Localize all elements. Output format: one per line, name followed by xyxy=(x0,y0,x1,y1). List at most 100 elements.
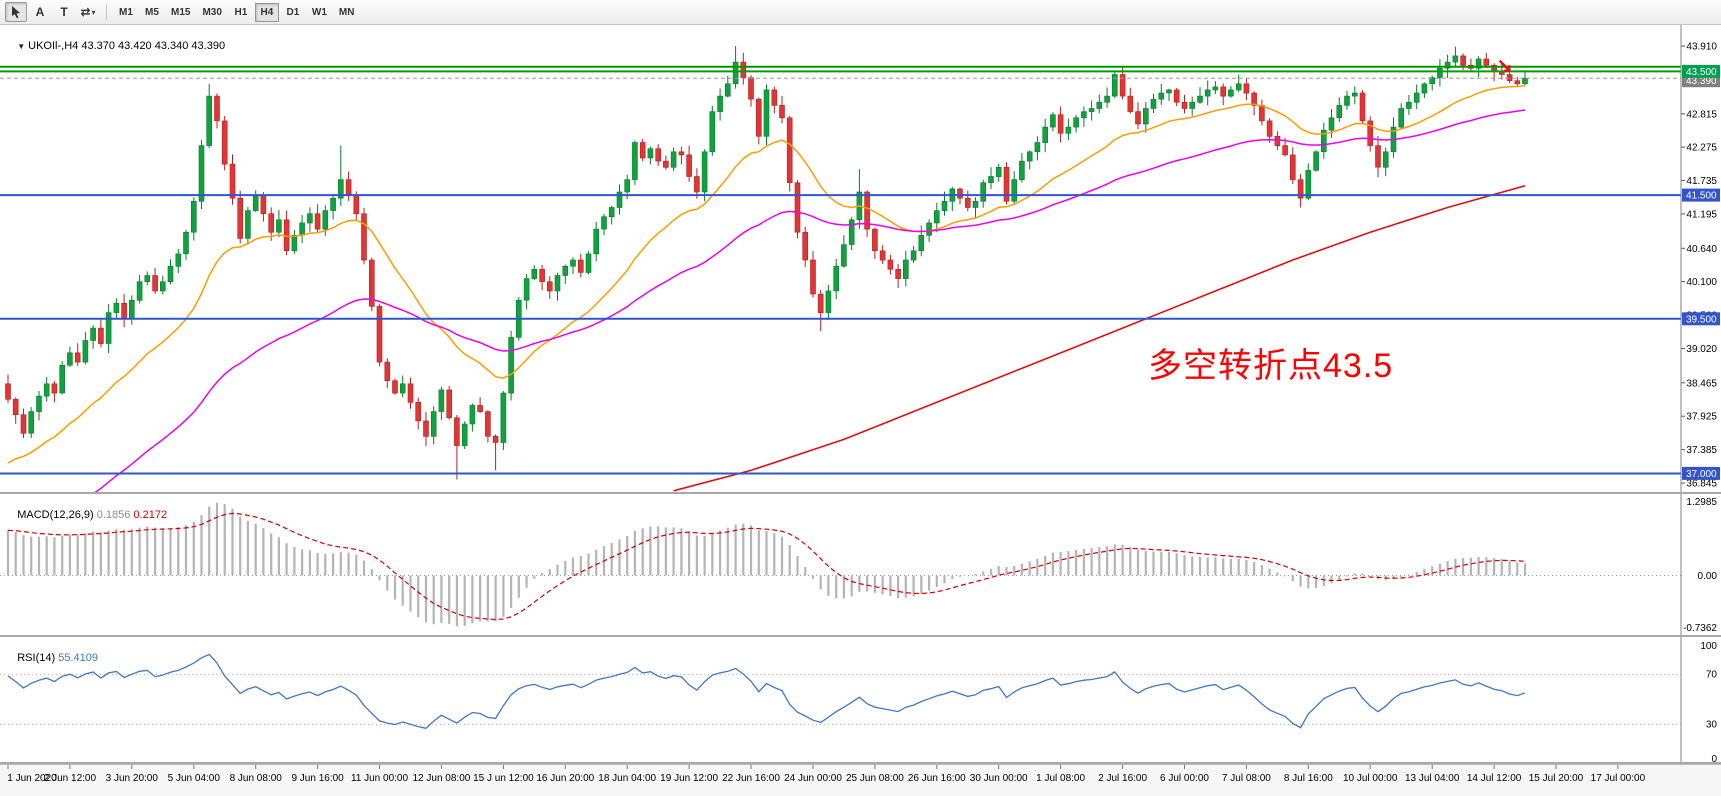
time-tick-label: 8 Jul 16:00 xyxy=(1284,773,1333,784)
macd-panel[interactable]: MACD(12,26,9) 0.1856 0.2172 1.2985 0.00 -0… xyxy=(0,494,1721,635)
macd-label: MACD(12,26,9) 0.1856 0.2172 xyxy=(5,497,167,533)
text-tool-button[interactable]: A xyxy=(29,2,51,22)
rsi-plot[interactable]: 100 70 30 0 xyxy=(0,637,1721,762)
ma-slow-line xyxy=(673,185,1526,492)
time-tick-label: 6 Jul 00:00 xyxy=(1160,773,1209,784)
ma-fast-line xyxy=(7,84,1526,464)
chart-annotation-text: 多空转折点43.5 xyxy=(1148,347,1394,385)
rsi-panel[interactable]: RSI(14) 55.4109 100 70 30 0 xyxy=(0,637,1721,762)
price-tick-label: 41.195 xyxy=(1686,209,1717,220)
time-tick-label: 24 Jun 00:00 xyxy=(784,773,842,784)
macd-main-value: 0.1856 xyxy=(96,509,131,521)
time-tick-label: 2 Jun 12:00 xyxy=(44,773,97,784)
time-tick-label: 1 Jul 08:00 xyxy=(1036,773,1085,784)
time-tick-label: 13 Jul 04:00 xyxy=(1405,773,1460,784)
price-badge: 43.500 xyxy=(1682,64,1720,78)
label-tool-icon: T xyxy=(60,5,68,19)
time-tick-label: 1 Jun 2020 xyxy=(7,773,57,784)
time-tick-label: 16 Jun 20:00 xyxy=(536,773,594,784)
time-tick-label: 22 Jun 16:00 xyxy=(722,773,780,784)
time-tick-label: 12 Jun 08:00 xyxy=(412,773,470,784)
rsi-value: 55.4109 xyxy=(58,652,98,664)
svg-text:43.500: 43.500 xyxy=(1686,67,1717,78)
price-tick-label: 41.735 xyxy=(1686,176,1717,187)
price-tick-label: 42.275 xyxy=(1686,143,1717,154)
svg-text:43.390: 43.390 xyxy=(1686,76,1717,87)
price-tick-label: 37.385 xyxy=(1686,445,1717,456)
time-tick-label: 2 Jul 16:00 xyxy=(1098,773,1147,784)
main-chart-panel[interactable]: ▼ UKOIl-,H4 43.370 43.420 43.340 43.390 多… xyxy=(0,25,1721,492)
price-tick-label: 40.640 xyxy=(1686,244,1717,255)
cursor-icon xyxy=(12,6,20,19)
price-tick-label: 39.020 xyxy=(1686,344,1717,355)
macd-tick-label: 1.2985 xyxy=(1686,497,1717,508)
timeframe-button-m15[interactable]: M15 xyxy=(171,6,191,18)
price-badge: 39.500 xyxy=(1682,312,1720,326)
timeframe-button-w1[interactable]: W1 xyxy=(311,6,327,18)
time-tick-label: 30 Jun 00:00 xyxy=(970,773,1028,784)
one-click-caret-icon[interactable]: ▼ xyxy=(17,42,26,51)
label-tool-button[interactable]: T xyxy=(53,2,75,22)
price-tick-label: 40.100 xyxy=(1686,277,1717,288)
price-badge: 37.000 xyxy=(1682,466,1720,480)
cursor-tool-button[interactable] xyxy=(5,2,27,22)
svg-text:37.000: 37.000 xyxy=(1686,469,1717,480)
time-tick-label: 15 J un 12:00 xyxy=(473,773,534,784)
svg-text:41.500: 41.500 xyxy=(1686,191,1717,202)
candles-layer xyxy=(5,46,1528,480)
time-tick-label: 3 Jun 20:00 xyxy=(106,773,159,784)
macd-plot[interactable]: 1.2985 0.00 -0.7362 xyxy=(0,494,1721,635)
time-tick-label: 15 Jul 20:00 xyxy=(1529,773,1584,784)
time-tick-label: 26 Jun 16:00 xyxy=(908,773,966,784)
sell-arrow-icon[interactable]: ↘ xyxy=(1496,56,1513,78)
rsi-line xyxy=(7,653,1526,730)
macd-signal-value: 0.2172 xyxy=(133,509,168,521)
main-chart-plot[interactable]: 43.910 42.815 42.275 41.735 41.195 40.640 40.1… xyxy=(0,25,1721,492)
macd-name: MACD(12,26,9) xyxy=(17,509,94,521)
price-tick-label: 42.815 xyxy=(1686,109,1717,120)
timeframe-button-m30[interactable]: M30 xyxy=(202,6,222,18)
timeframe-button-mn[interactable]: MN xyxy=(338,6,355,18)
rsi-tick-label: 30 xyxy=(1706,720,1718,731)
svg-text:39.500: 39.500 xyxy=(1686,314,1717,325)
rsi-name: RSI(14) xyxy=(17,652,56,664)
price-tick-label: 38.465 xyxy=(1686,378,1717,389)
timeframe-button-h1[interactable]: H1 xyxy=(234,6,248,18)
symbol-ohlc-text: UKOIl-,H4 43.370 43.420 43.340 43.390 xyxy=(28,40,226,52)
price-badge: 41.500 xyxy=(1682,188,1720,202)
timeframe-button-h4[interactable]: H4 xyxy=(254,2,279,22)
price-tick-label: 43.910 xyxy=(1686,42,1717,53)
timeframe-button-m5[interactable]: M5 xyxy=(145,6,159,18)
chart-ohlc-header: ▼ UKOIl-,H4 43.370 43.420 43.340 43.390 xyxy=(5,28,225,64)
time-tick-label: 10 Jul 00:00 xyxy=(1343,773,1398,784)
macd-tick-label: -0.7362 xyxy=(1683,623,1717,634)
time-tick-label: 9 Jun 16:00 xyxy=(291,773,344,784)
rsi-tick-label: 100 xyxy=(1700,641,1717,652)
time-tick-label: 7 Jul 08:00 xyxy=(1222,773,1271,784)
rsi-tick-label: 0 xyxy=(1711,754,1717,762)
time-tick-label: 17 Jul 00:00 xyxy=(1591,773,1646,784)
rsi-tick-label: 70 xyxy=(1706,670,1718,681)
panel-splitter-macd-rsi[interactable] xyxy=(0,635,1721,637)
time-tick-label: 18 Jun 04:00 xyxy=(598,773,656,784)
timeframe-group: M1 M5 M15 M30 H1 H4 D1 W1 MN xyxy=(114,2,359,22)
price-tick-label: 36.845 xyxy=(1686,479,1717,490)
time-tick-label: 5 Jun 04:00 xyxy=(168,773,221,784)
price-tick-label: 37.925 xyxy=(1686,412,1717,423)
time-tick-label: 11 Jun 00:00 xyxy=(351,773,409,784)
panel-splitter-rsi-time[interactable] xyxy=(0,762,1721,764)
rsi-label: RSI(14) 55.4109 xyxy=(5,640,98,676)
panel-splitter-main-macd[interactable] xyxy=(0,492,1721,494)
timeframe-button-m1[interactable]: M1 xyxy=(119,6,133,18)
macd-tick-label: 0.00 xyxy=(1698,571,1718,582)
toolbar: A T ⇄ ▾ M1 M5 M15 M30 H1 H4 D1 W1 MN xyxy=(0,0,1721,25)
objects-icon: ⇄ xyxy=(80,5,91,19)
chevron-down-icon: ▾ xyxy=(91,7,96,17)
time-tick-label: 19 Jun 12:00 xyxy=(660,773,718,784)
macd-signal-line xyxy=(7,512,1526,621)
time-axis[interactable]: 1 Jun 2020 2 Jun 12:00 3 Jun 20:00 5 Jun 04… xyxy=(0,764,1721,796)
timeframe-button-d1[interactable]: D1 xyxy=(286,6,300,18)
objects-dropdown-button[interactable]: ⇄ ▾ xyxy=(77,2,99,22)
